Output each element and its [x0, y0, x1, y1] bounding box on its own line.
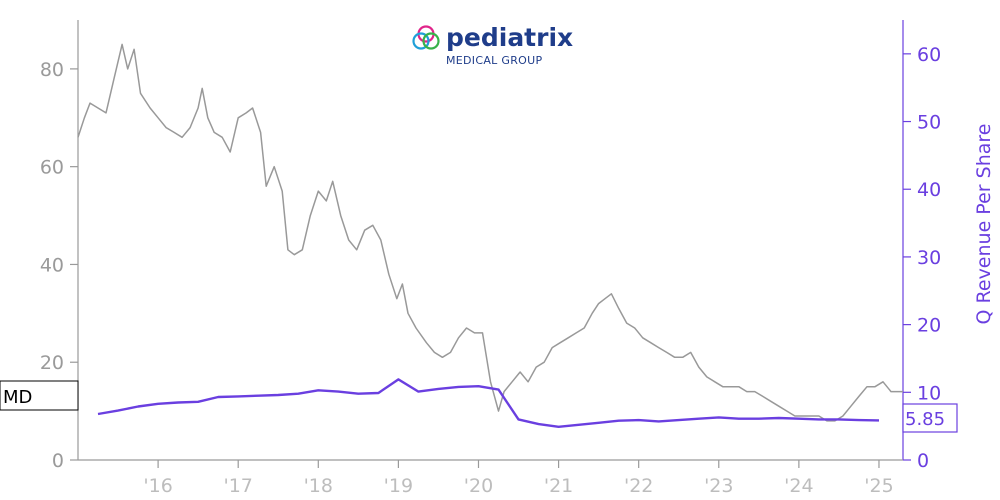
- left-tick-label: 60: [40, 157, 64, 179]
- x-tick-label: '25: [864, 475, 893, 497]
- x-axis-ticks: '16 '17 '18 '19 '20 '21 '22 '23 '24 '25: [143, 460, 894, 497]
- ticker-label-box: MD: [0, 380, 79, 411]
- logo-subtitle: MEDICAL GROUP: [446, 54, 542, 67]
- left-tick-label: 40: [40, 254, 64, 276]
- series-layer: [77, 43, 903, 428]
- x-tick-label: '20: [464, 475, 493, 497]
- logo-wordmark: pediatrix: [446, 23, 573, 52]
- x-tick-label: '22: [624, 475, 653, 497]
- left-axis-ticks: 0 20 40 60 80: [40, 59, 78, 472]
- right-tick-label: 20: [917, 315, 941, 337]
- revenue-series-line: [97, 378, 880, 428]
- x-tick-label: '17: [223, 475, 252, 497]
- company-logo: pediatrix MEDICAL GROUP: [412, 23, 573, 67]
- x-tick-label: '23: [704, 475, 733, 497]
- x-tick-label: '21: [544, 475, 573, 497]
- left-tick-label: 20: [40, 352, 64, 374]
- x-tick-label: '18: [304, 475, 333, 497]
- last-value-label: 5.85: [905, 409, 945, 430]
- ticker-label: MD: [3, 387, 32, 408]
- right-tick-label: 40: [917, 179, 941, 201]
- left-tick-label: 0: [52, 450, 64, 472]
- right-tick-label: 50: [917, 112, 941, 134]
- right-tick-label: 60: [917, 44, 941, 66]
- x-tick-label: '16: [143, 475, 172, 497]
- x-tick-label: '19: [384, 475, 413, 497]
- right-tick-label: 10: [917, 382, 941, 404]
- right-tick-label: 0: [917, 450, 929, 472]
- last-value-box: 5.85: [902, 403, 958, 433]
- x-tick-label: '24: [784, 475, 813, 497]
- left-tick-label: 80: [40, 59, 64, 81]
- logo-rings-icon: [412, 25, 440, 50]
- right-axis-title: Q Revenue Per Share: [973, 124, 995, 325]
- price-series-line: [77, 43, 903, 422]
- right-axis-ticks: 0 10 20 30 40 50 60: [903, 44, 941, 472]
- right-tick-label: 30: [917, 247, 941, 269]
